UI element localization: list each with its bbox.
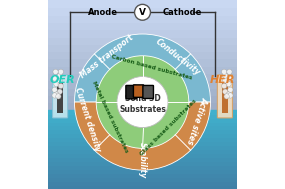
Bar <box>48 133 237 137</box>
Bar <box>48 15 237 22</box>
Text: Anode: Anode <box>88 8 118 17</box>
Text: V: V <box>139 8 146 17</box>
Circle shape <box>58 83 64 89</box>
Text: Current density: Current density <box>73 87 102 153</box>
Circle shape <box>117 77 168 128</box>
FancyBboxPatch shape <box>52 75 68 118</box>
Circle shape <box>52 93 57 98</box>
Text: Mass transport: Mass transport <box>79 33 135 80</box>
Bar <box>48 95 237 102</box>
Bar <box>48 102 237 110</box>
Circle shape <box>228 76 233 81</box>
Bar <box>48 129 237 133</box>
Bar <box>48 0 237 7</box>
Text: Active sites: Active sites <box>186 95 209 145</box>
Text: Cathode: Cathode <box>162 8 202 17</box>
Circle shape <box>227 69 232 74</box>
Bar <box>48 44 237 51</box>
Bar <box>48 141 237 145</box>
Text: Stability: Stability <box>138 142 147 178</box>
Text: OER: OER <box>49 75 75 85</box>
Bar <box>48 29 237 36</box>
Wedge shape <box>74 102 211 170</box>
Bar <box>57 83 63 113</box>
Bar <box>48 122 237 125</box>
FancyBboxPatch shape <box>133 85 144 97</box>
FancyBboxPatch shape <box>143 85 153 98</box>
Circle shape <box>52 76 57 81</box>
Text: Glass based substrates: Glass based substrates <box>139 98 198 157</box>
Circle shape <box>96 56 189 148</box>
Text: Solid 3D
Substrates: Solid 3D Substrates <box>119 94 166 114</box>
Bar <box>48 22 237 29</box>
Circle shape <box>223 89 228 94</box>
Circle shape <box>221 69 227 74</box>
FancyBboxPatch shape <box>126 85 137 99</box>
Circle shape <box>57 89 62 94</box>
Bar <box>48 7 237 15</box>
Circle shape <box>228 93 233 98</box>
Bar <box>48 80 237 88</box>
Text: Carbon based substrates: Carbon based substrates <box>111 54 193 80</box>
Bar <box>48 114 237 118</box>
Circle shape <box>228 87 233 92</box>
Bar <box>48 110 237 114</box>
Circle shape <box>56 94 61 99</box>
Circle shape <box>221 83 227 89</box>
Bar <box>48 0 237 110</box>
Bar <box>48 173 237 177</box>
Bar <box>48 161 237 165</box>
Bar <box>48 185 237 189</box>
Bar <box>48 125 237 129</box>
Bar <box>48 88 237 95</box>
Bar <box>48 118 237 122</box>
Bar <box>48 181 237 185</box>
Circle shape <box>226 81 231 87</box>
Bar <box>48 157 237 161</box>
FancyBboxPatch shape <box>217 75 233 118</box>
Circle shape <box>52 87 57 92</box>
Circle shape <box>57 78 62 83</box>
Circle shape <box>224 94 229 99</box>
Bar <box>48 177 237 181</box>
Bar <box>48 66 237 73</box>
Bar <box>48 145 237 149</box>
Bar <box>48 51 237 58</box>
Text: Conductivity: Conductivity <box>154 36 202 77</box>
Circle shape <box>54 92 59 97</box>
Bar <box>48 165 237 169</box>
Bar <box>48 73 237 80</box>
Circle shape <box>53 69 58 74</box>
Wedge shape <box>74 34 211 102</box>
Bar <box>48 58 237 66</box>
Circle shape <box>223 78 228 83</box>
Bar <box>48 153 237 157</box>
Bar <box>48 36 237 44</box>
Circle shape <box>54 81 59 87</box>
Circle shape <box>226 92 231 97</box>
Circle shape <box>58 69 64 74</box>
Text: Metal based substrates: Metal based substrates <box>91 81 129 154</box>
Circle shape <box>135 4 150 20</box>
Bar <box>221 83 227 113</box>
Circle shape <box>57 73 62 78</box>
Bar <box>48 169 237 173</box>
Text: HER: HER <box>210 75 236 85</box>
Bar <box>48 149 237 153</box>
Circle shape <box>223 73 228 78</box>
Bar <box>48 137 237 141</box>
